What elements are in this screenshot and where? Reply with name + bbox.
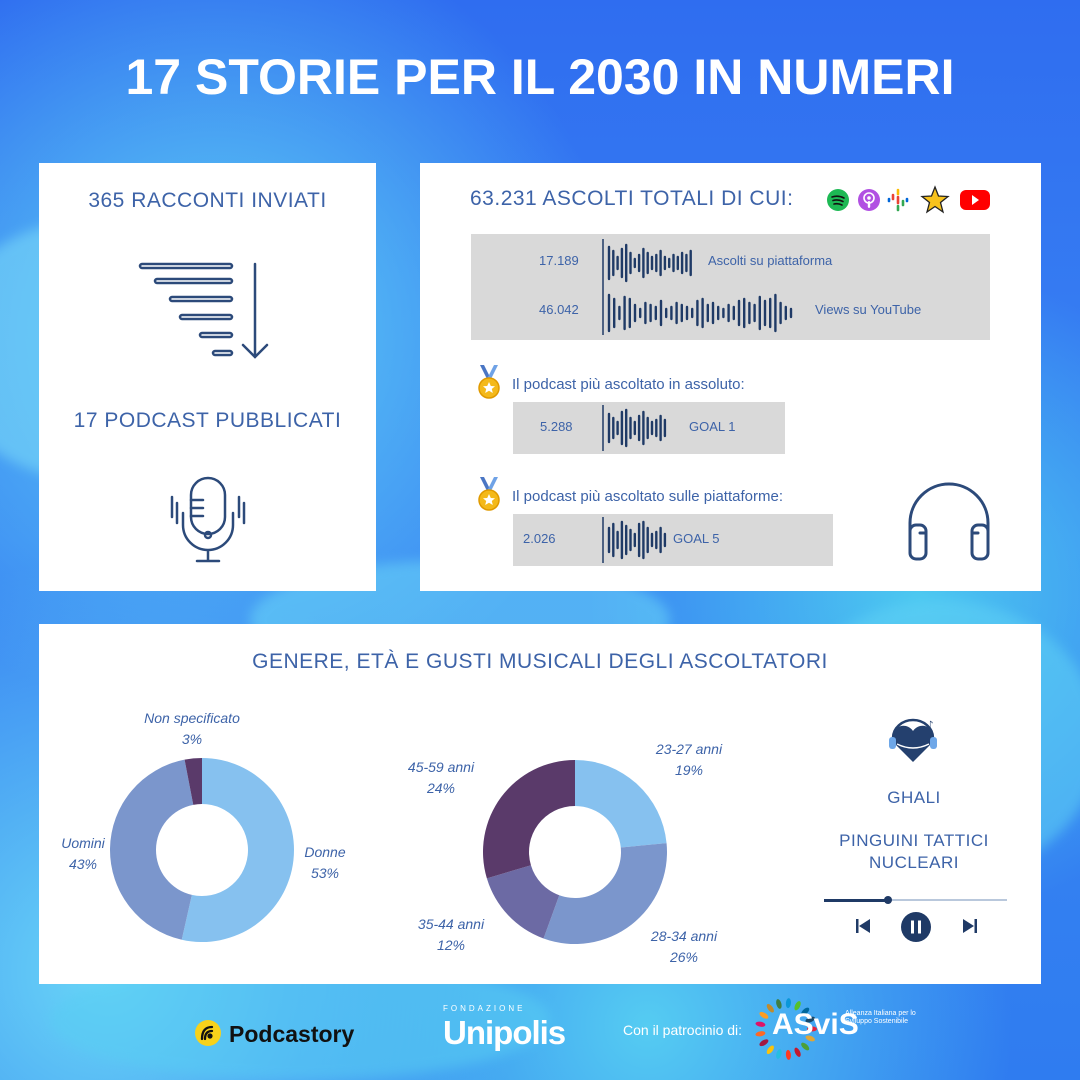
svg-text:♪: ♪: [927, 720, 933, 731]
soundwave-graphic: [602, 405, 667, 451]
top-overall-value: 5.288: [540, 419, 573, 434]
donut-slice-28-34-anni: [543, 843, 667, 944]
spotify-icon: [827, 189, 849, 211]
youtube-views-label: Views su YouTube: [815, 302, 922, 317]
soundwave-graphic: [602, 239, 793, 335]
stories-sent-heading: 365 RACCONTI INVIATI: [88, 189, 327, 212]
listens-card: 63.231 ASCOLTI TOTALI DI CUI:: [420, 163, 1041, 591]
top-podcast-overall-label: Il podcast più ascoltato in assoluto:: [512, 376, 745, 393]
sdg-wheel-icon: [755, 998, 817, 1060]
gender-label-men: Uomini 43%: [61, 835, 105, 872]
age-label-23-27: 23-27 anni 19%: [655, 741, 723, 778]
artist-2: PINGUINI TATTICI NUCLEARI: [839, 831, 989, 872]
microphone-icon: [170, 476, 246, 563]
unipolis-logo-text: Unipolis: [443, 1014, 566, 1051]
descending-list-icon: [138, 262, 269, 359]
youtube-views-value: 46.042: [539, 302, 579, 317]
age-label-45-59: 45-59 anni 24%: [407, 759, 475, 796]
platform-listens-value: 17.189: [539, 253, 579, 268]
playback-progress-fill: [824, 898, 889, 902]
age-label-28-34: 28-34 anni 26%: [650, 928, 718, 965]
listens-breakdown-box: 17.189 Ascolti su piattaforma 46.042 Vie…: [471, 234, 990, 340]
gender-label-women: Donne 53%: [304, 844, 346, 881]
age-donut-chart: [483, 760, 667, 944]
audience-card: GENERE, ETÀ E GUSTI MUSICALI DEGLI ASCOL…: [39, 624, 1041, 984]
asvis-logo-text: ASviS: [772, 1008, 859, 1041]
total-listens-heading: 63.231 ASCOLTI TOTALI DI CUI:: [470, 187, 794, 210]
youtube-icon: [960, 190, 990, 210]
platform-listens-label: Ascolti su piattaforma: [708, 253, 833, 268]
next-track-icon[interactable]: [963, 919, 977, 933]
medal-icon: [478, 365, 500, 399]
submissions-card: 365 RACCONTI INVIATI 17 PODCAST PUBBLICA…: [39, 163, 376, 591]
patronage-label: Con il patrocinio di:: [623, 1022, 743, 1038]
headphones-icon: [908, 482, 990, 561]
google-podcasts-icon: [887, 188, 909, 212]
pause-button[interactable]: [900, 911, 932, 943]
apple-podcasts-icon: [858, 189, 880, 211]
age-label-35-44: 35-44 anni 12%: [417, 916, 485, 953]
soundwave-graphic: [602, 517, 667, 563]
playback-progress-knob[interactable]: [884, 896, 893, 904]
donut-slice-45-59-anni: [483, 760, 575, 879]
gender-label-unspecified: Non specificato 3%: [144, 710, 240, 747]
donut-slice-23-27-anni: [575, 760, 667, 848]
playback-progress-track[interactable]: [824, 896, 1007, 904]
top-platforms-value: 2.026: [523, 531, 556, 546]
donut-slice-35-44-anni: [486, 865, 560, 939]
gender-donut-chart: [110, 758, 294, 942]
donut-slice-donne: [181, 758, 294, 942]
top-platforms-box: 2.026 GOAL 5: [513, 514, 833, 566]
podcastory-logo-icon: [195, 1020, 221, 1046]
podcasts-published-heading: 17 PODCAST PUBBLICATI: [73, 409, 342, 432]
fondazione-label: FONDAZIONE: [443, 1004, 526, 1013]
medal-icon: [478, 477, 500, 511]
artist-1: GHALI: [887, 788, 941, 807]
previous-track-icon[interactable]: [856, 919, 870, 933]
page-title: 17 STORIE PER IL 2030 IN NUMERI: [125, 49, 955, 105]
top-overall-goal: GOAL 1: [689, 419, 736, 434]
music-heart-icon: ♪: [889, 718, 937, 762]
podcastory-logo-text: Podcastory: [229, 1021, 355, 1047]
top-overall-box: 5.288 GOAL 1: [513, 402, 785, 454]
donut-slice-non-specificato: [184, 758, 202, 805]
donut-slice-uomini: [110, 759, 194, 940]
audience-heading: GENERE, ETÀ E GUSTI MUSICALI DEGLI ASCOL…: [252, 650, 828, 673]
asvis-tagline: Alleanza Italiana per lo Sviluppo Sosten…: [845, 1010, 916, 1025]
top-platforms-goal: GOAL 5: [673, 531, 720, 546]
top-podcast-platforms-label: Il podcast più ascoltato sulle piattafor…: [512, 488, 783, 505]
star-platform-icon: [920, 185, 950, 214]
